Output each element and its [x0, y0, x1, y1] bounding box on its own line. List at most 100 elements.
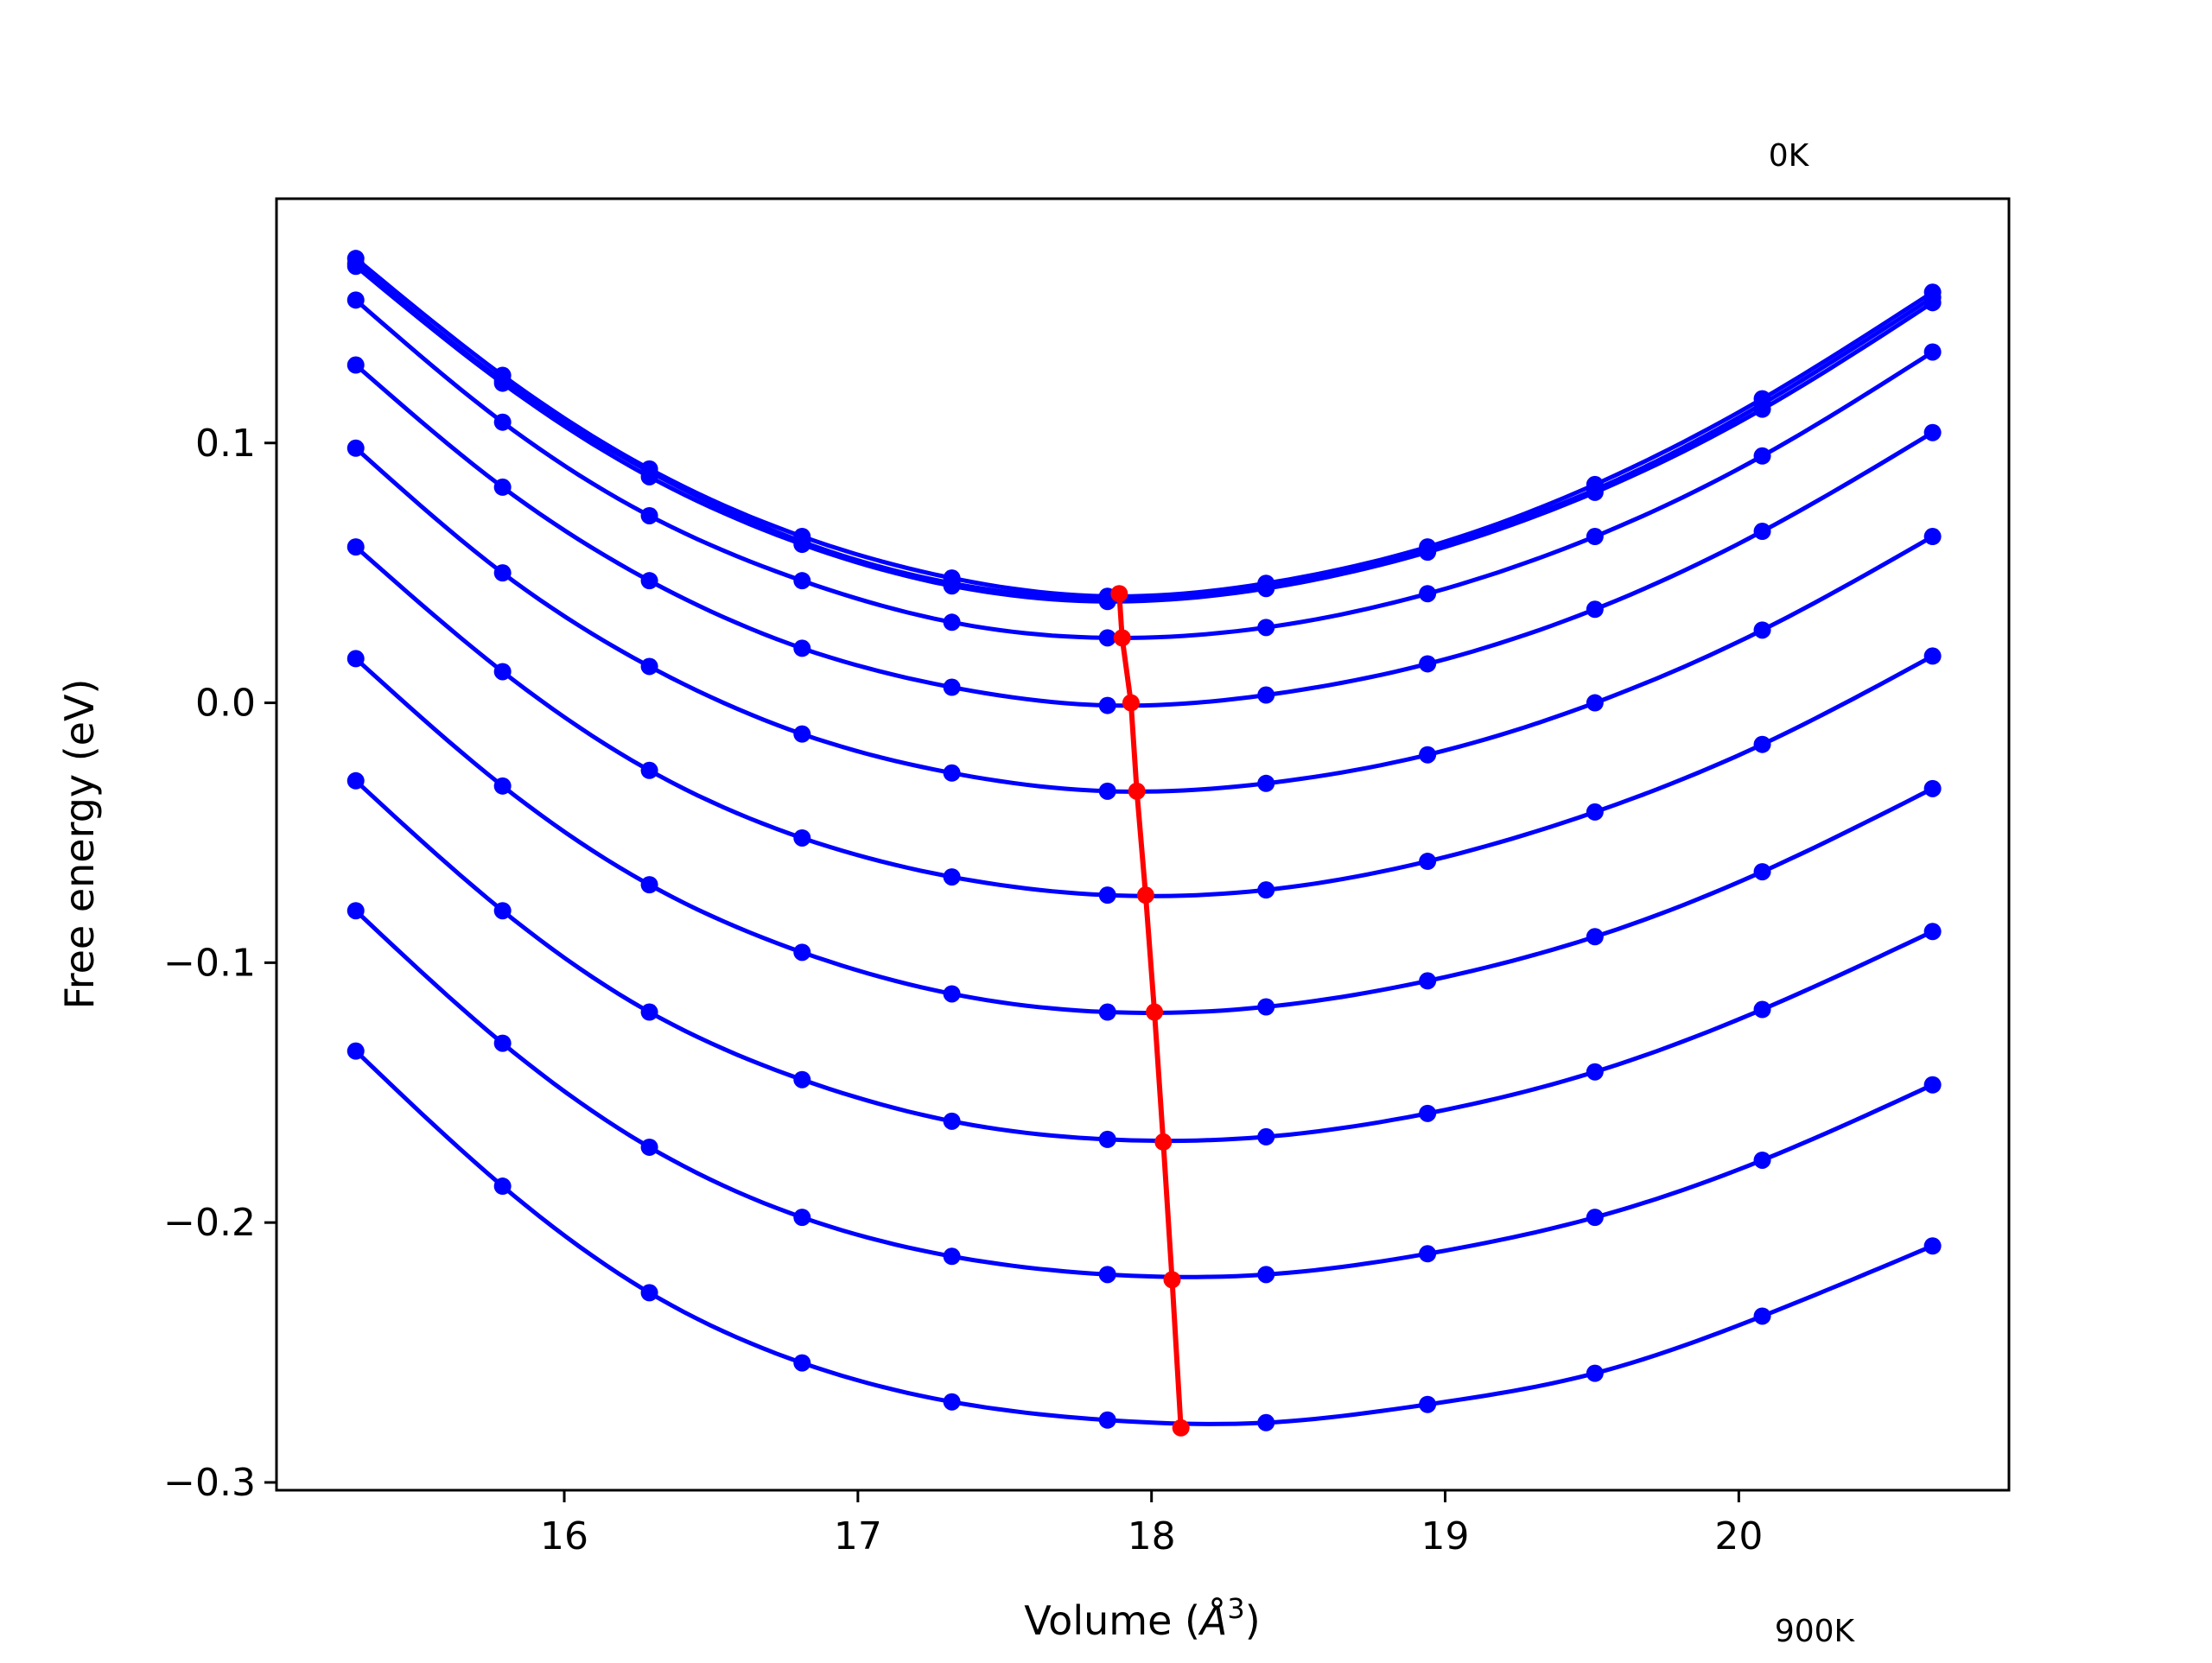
series-point [1257, 881, 1275, 899]
series-point [346, 257, 365, 276]
series-point [1753, 735, 1771, 753]
series-point [1098, 1130, 1116, 1148]
series-point [346, 439, 365, 457]
series-point [1257, 580, 1275, 598]
series-point [793, 1209, 811, 1227]
series-point [346, 291, 365, 309]
series-point [493, 478, 512, 496]
series-point [1753, 1000, 1771, 1019]
series-point [1923, 343, 1942, 361]
series-point [493, 564, 512, 582]
series-point [1923, 923, 1942, 941]
series-point [1257, 619, 1275, 637]
y-axis-ticks: −0.3 −0.2 −0.1 0.0 0.1 [163, 422, 276, 1505]
x-tick-label: 17 [834, 1514, 882, 1558]
series-point [1419, 543, 1437, 562]
series-point [1257, 1413, 1275, 1431]
plot-points [346, 250, 1942, 1431]
series-point [1257, 1266, 1275, 1284]
series-curve [354, 1049, 1934, 1426]
series-curve [354, 909, 1934, 1279]
series-point [640, 657, 658, 676]
series-point [1753, 863, 1771, 881]
minima-point [1172, 1419, 1190, 1437]
series-point [1923, 528, 1942, 546]
series-point [640, 1138, 658, 1156]
series-point [1098, 886, 1116, 904]
minima-point [1154, 1133, 1173, 1151]
series-point [1753, 1307, 1771, 1325]
series-point [1586, 928, 1604, 946]
series-point [793, 1354, 811, 1372]
x-tick-label: 19 [1421, 1514, 1470, 1558]
series-point [1923, 647, 1942, 665]
series-point [493, 777, 512, 795]
series-point [640, 506, 658, 524]
series-point [1753, 621, 1771, 639]
series-point [346, 650, 365, 668]
series-point [1098, 629, 1116, 647]
series-point [943, 1112, 961, 1130]
y-tick-label: 0.0 [195, 682, 256, 726]
series-point [943, 577, 961, 595]
y-tick-label: −0.2 [163, 1201, 256, 1245]
series-point [1923, 294, 1942, 312]
series-point [1098, 1003, 1116, 1021]
series-point [1098, 696, 1116, 714]
series-point [943, 985, 961, 1003]
series-point [346, 538, 365, 556]
series-point [793, 943, 811, 962]
series-point [1257, 686, 1275, 704]
series-point [1098, 1266, 1116, 1284]
y-tick-label: 0.1 [195, 422, 256, 466]
series-point [493, 1177, 512, 1196]
minima-layer [1110, 585, 1190, 1437]
series-point [1753, 400, 1771, 418]
series-point [1419, 1245, 1437, 1263]
minima-point [1163, 1271, 1181, 1289]
series-point [1098, 782, 1116, 800]
series-point [793, 639, 811, 657]
series-point [1753, 447, 1771, 465]
x-axis-ticks: 16 17 18 19 20 [540, 1490, 1763, 1558]
series-point [1586, 1063, 1604, 1081]
x-axis-label: Volume (Å3) [1024, 1592, 1260, 1644]
x-axis-label-prefix: Volume ( [1024, 1597, 1200, 1644]
minima-point [1122, 694, 1140, 712]
series-point [1257, 1127, 1275, 1146]
series-point [346, 1042, 365, 1060]
x-axis-label-exponent: 3 [1227, 1592, 1244, 1625]
series-point [640, 572, 658, 590]
series-point [346, 771, 365, 790]
series-point [640, 1284, 658, 1302]
series-point [793, 828, 811, 847]
minima-point [1128, 782, 1146, 800]
series-point [1419, 853, 1437, 871]
series-point [1923, 423, 1942, 441]
series-point [493, 413, 512, 431]
x-axis-label-suffix: ) [1245, 1597, 1261, 1644]
series-point [640, 876, 658, 894]
series-curve [354, 298, 1934, 640]
minima-point [1110, 585, 1128, 603]
series-point [943, 1247, 961, 1266]
series-point [943, 868, 961, 886]
x-axis-label-unit: Å [1198, 1597, 1227, 1644]
series-point [793, 1070, 811, 1089]
series-point [943, 678, 961, 696]
minima-point [1113, 629, 1131, 647]
series-point [1419, 1395, 1437, 1413]
series-point [346, 356, 365, 374]
series-point [1419, 972, 1437, 990]
series-point [943, 613, 961, 632]
series-point [1586, 600, 1604, 619]
series-point [346, 902, 365, 920]
series-point [1586, 694, 1604, 712]
series-point [943, 764, 961, 782]
series-point [793, 725, 811, 743]
series-point [943, 1393, 961, 1411]
y-tick-label: −0.3 [163, 1461, 256, 1505]
series-point [1419, 746, 1437, 764]
series-point [1419, 1104, 1437, 1122]
